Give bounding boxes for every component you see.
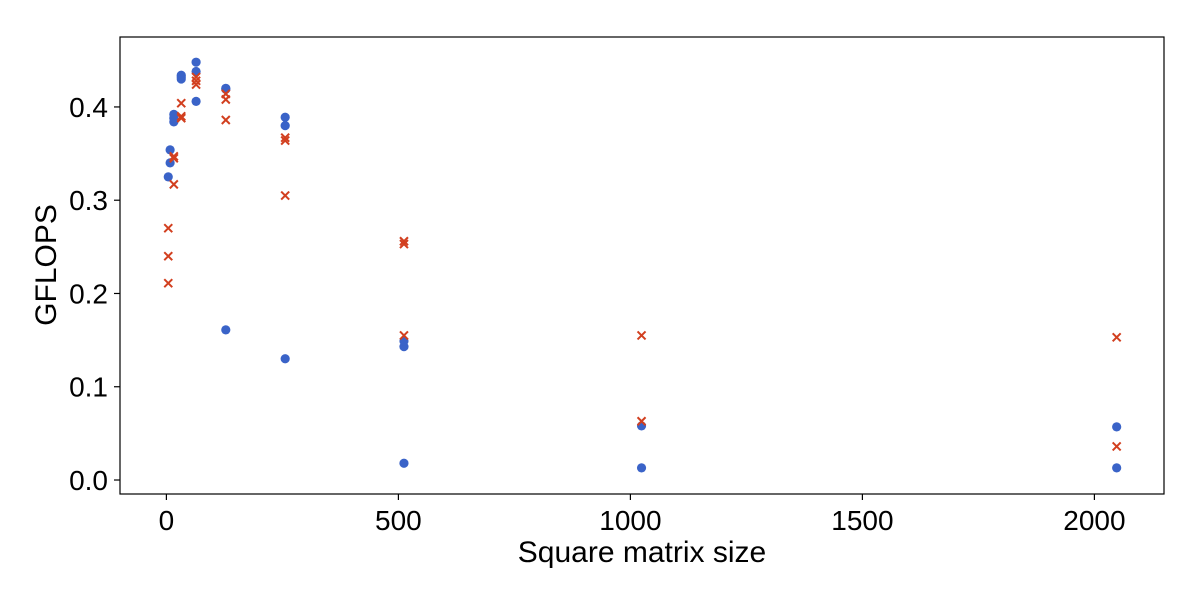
series-0 [163, 57, 1122, 473]
y-tick-label: 0.1 [69, 372, 108, 403]
data-point-x [399, 330, 409, 341]
data-point-circle [165, 145, 175, 155]
data-point-x [399, 239, 409, 249]
data-point-circle [280, 354, 290, 364]
data-point-x [191, 79, 201, 90]
data-point-x [169, 179, 179, 190]
x-tick-label: 1000 [599, 505, 661, 536]
data-point-x [221, 89, 231, 99]
y-tick-label: 0.4 [69, 92, 108, 123]
data-point-x [399, 236, 409, 246]
data-point-x [169, 151, 179, 162]
data-point-x [191, 72, 201, 82]
data-point-circle [399, 458, 409, 468]
data-points [163, 57, 1122, 473]
data-point-x [280, 135, 290, 146]
data-point-x [636, 330, 647, 341]
x-tick-label: 2000 [1063, 505, 1125, 536]
x-tick-label: 500 [375, 505, 422, 536]
series-1 [163, 72, 1122, 452]
data-point-circle [169, 109, 179, 120]
y-tick-label: 0.2 [69, 278, 108, 309]
data-point-x [163, 223, 173, 233]
data-point-circle [1112, 422, 1122, 432]
axis-ticks: 0 500 1000 1500 2000 0.0 0.1 0.2 0.3 0.4 [69, 92, 1125, 536]
data-point-circle [221, 325, 231, 335]
data-point-x [280, 133, 290, 143]
data-point-circle [280, 112, 290, 122]
data-point-x [176, 98, 186, 108]
data-point-circle [1112, 463, 1122, 473]
x-tick-label: 1500 [831, 505, 893, 536]
data-point-x [221, 115, 231, 125]
data-point-x [636, 416, 647, 426]
y-axis-label: GFLOPS [30, 204, 63, 326]
y-tick-label: 0.0 [69, 465, 108, 496]
data-point-x [280, 190, 290, 201]
data-point-x [169, 153, 179, 163]
x-axis-label: Square matrix size [518, 536, 766, 569]
data-point-x [191, 76, 201, 86]
data-point-x [163, 251, 173, 261]
data-point-circle [191, 57, 201, 67]
data-point-x [176, 113, 186, 123]
plot-frame [119, 36, 1165, 495]
data-point-circle [163, 172, 173, 182]
data-point-circle [636, 463, 647, 473]
data-point-circle [280, 121, 290, 131]
data-point-circle [176, 70, 186, 80]
data-point-circle [191, 96, 201, 106]
data-point-x [1111, 332, 1122, 343]
data-point-x [163, 278, 173, 288]
data-point-circle [636, 421, 647, 431]
x-tick-label: 0 [159, 505, 175, 536]
data-point-x [1111, 441, 1122, 452]
y-tick-label: 0.3 [69, 185, 108, 216]
data-point-x [176, 111, 186, 121]
